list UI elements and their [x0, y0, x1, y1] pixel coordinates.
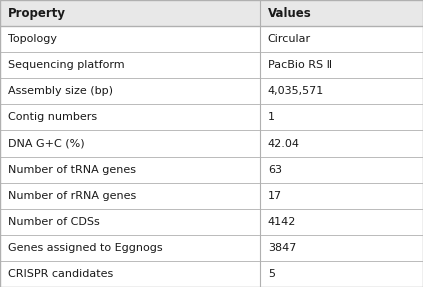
Text: Circular: Circular: [268, 34, 311, 44]
Text: Sequencing platform: Sequencing platform: [8, 60, 124, 70]
Text: 5: 5: [268, 269, 275, 279]
Text: CRISPR candidates: CRISPR candidates: [8, 269, 113, 279]
Text: 17: 17: [268, 191, 282, 201]
Text: 42.04: 42.04: [268, 139, 300, 148]
Text: Number of tRNA genes: Number of tRNA genes: [8, 164, 136, 174]
Text: Genes assigned to Eggnogs: Genes assigned to Eggnogs: [8, 243, 162, 253]
Text: 4,035,571: 4,035,571: [268, 86, 324, 96]
Text: Number of rRNA genes: Number of rRNA genes: [8, 191, 136, 201]
Text: 4142: 4142: [268, 217, 296, 227]
Bar: [0, 0, 423, 26]
Text: 1: 1: [268, 113, 275, 123]
Text: PacBio RS Ⅱ: PacBio RS Ⅱ: [268, 60, 332, 70]
Text: Topology: Topology: [8, 34, 57, 44]
Text: Contig numbers: Contig numbers: [8, 113, 97, 123]
Text: Values: Values: [268, 7, 311, 20]
Text: 63: 63: [268, 164, 282, 174]
Text: 3847: 3847: [268, 243, 296, 253]
Text: Assembly size (bp): Assembly size (bp): [8, 86, 113, 96]
Text: Property: Property: [8, 7, 66, 20]
Text: Number of CDSs: Number of CDSs: [8, 217, 99, 227]
Text: DNA G+C (%): DNA G+C (%): [8, 139, 84, 148]
